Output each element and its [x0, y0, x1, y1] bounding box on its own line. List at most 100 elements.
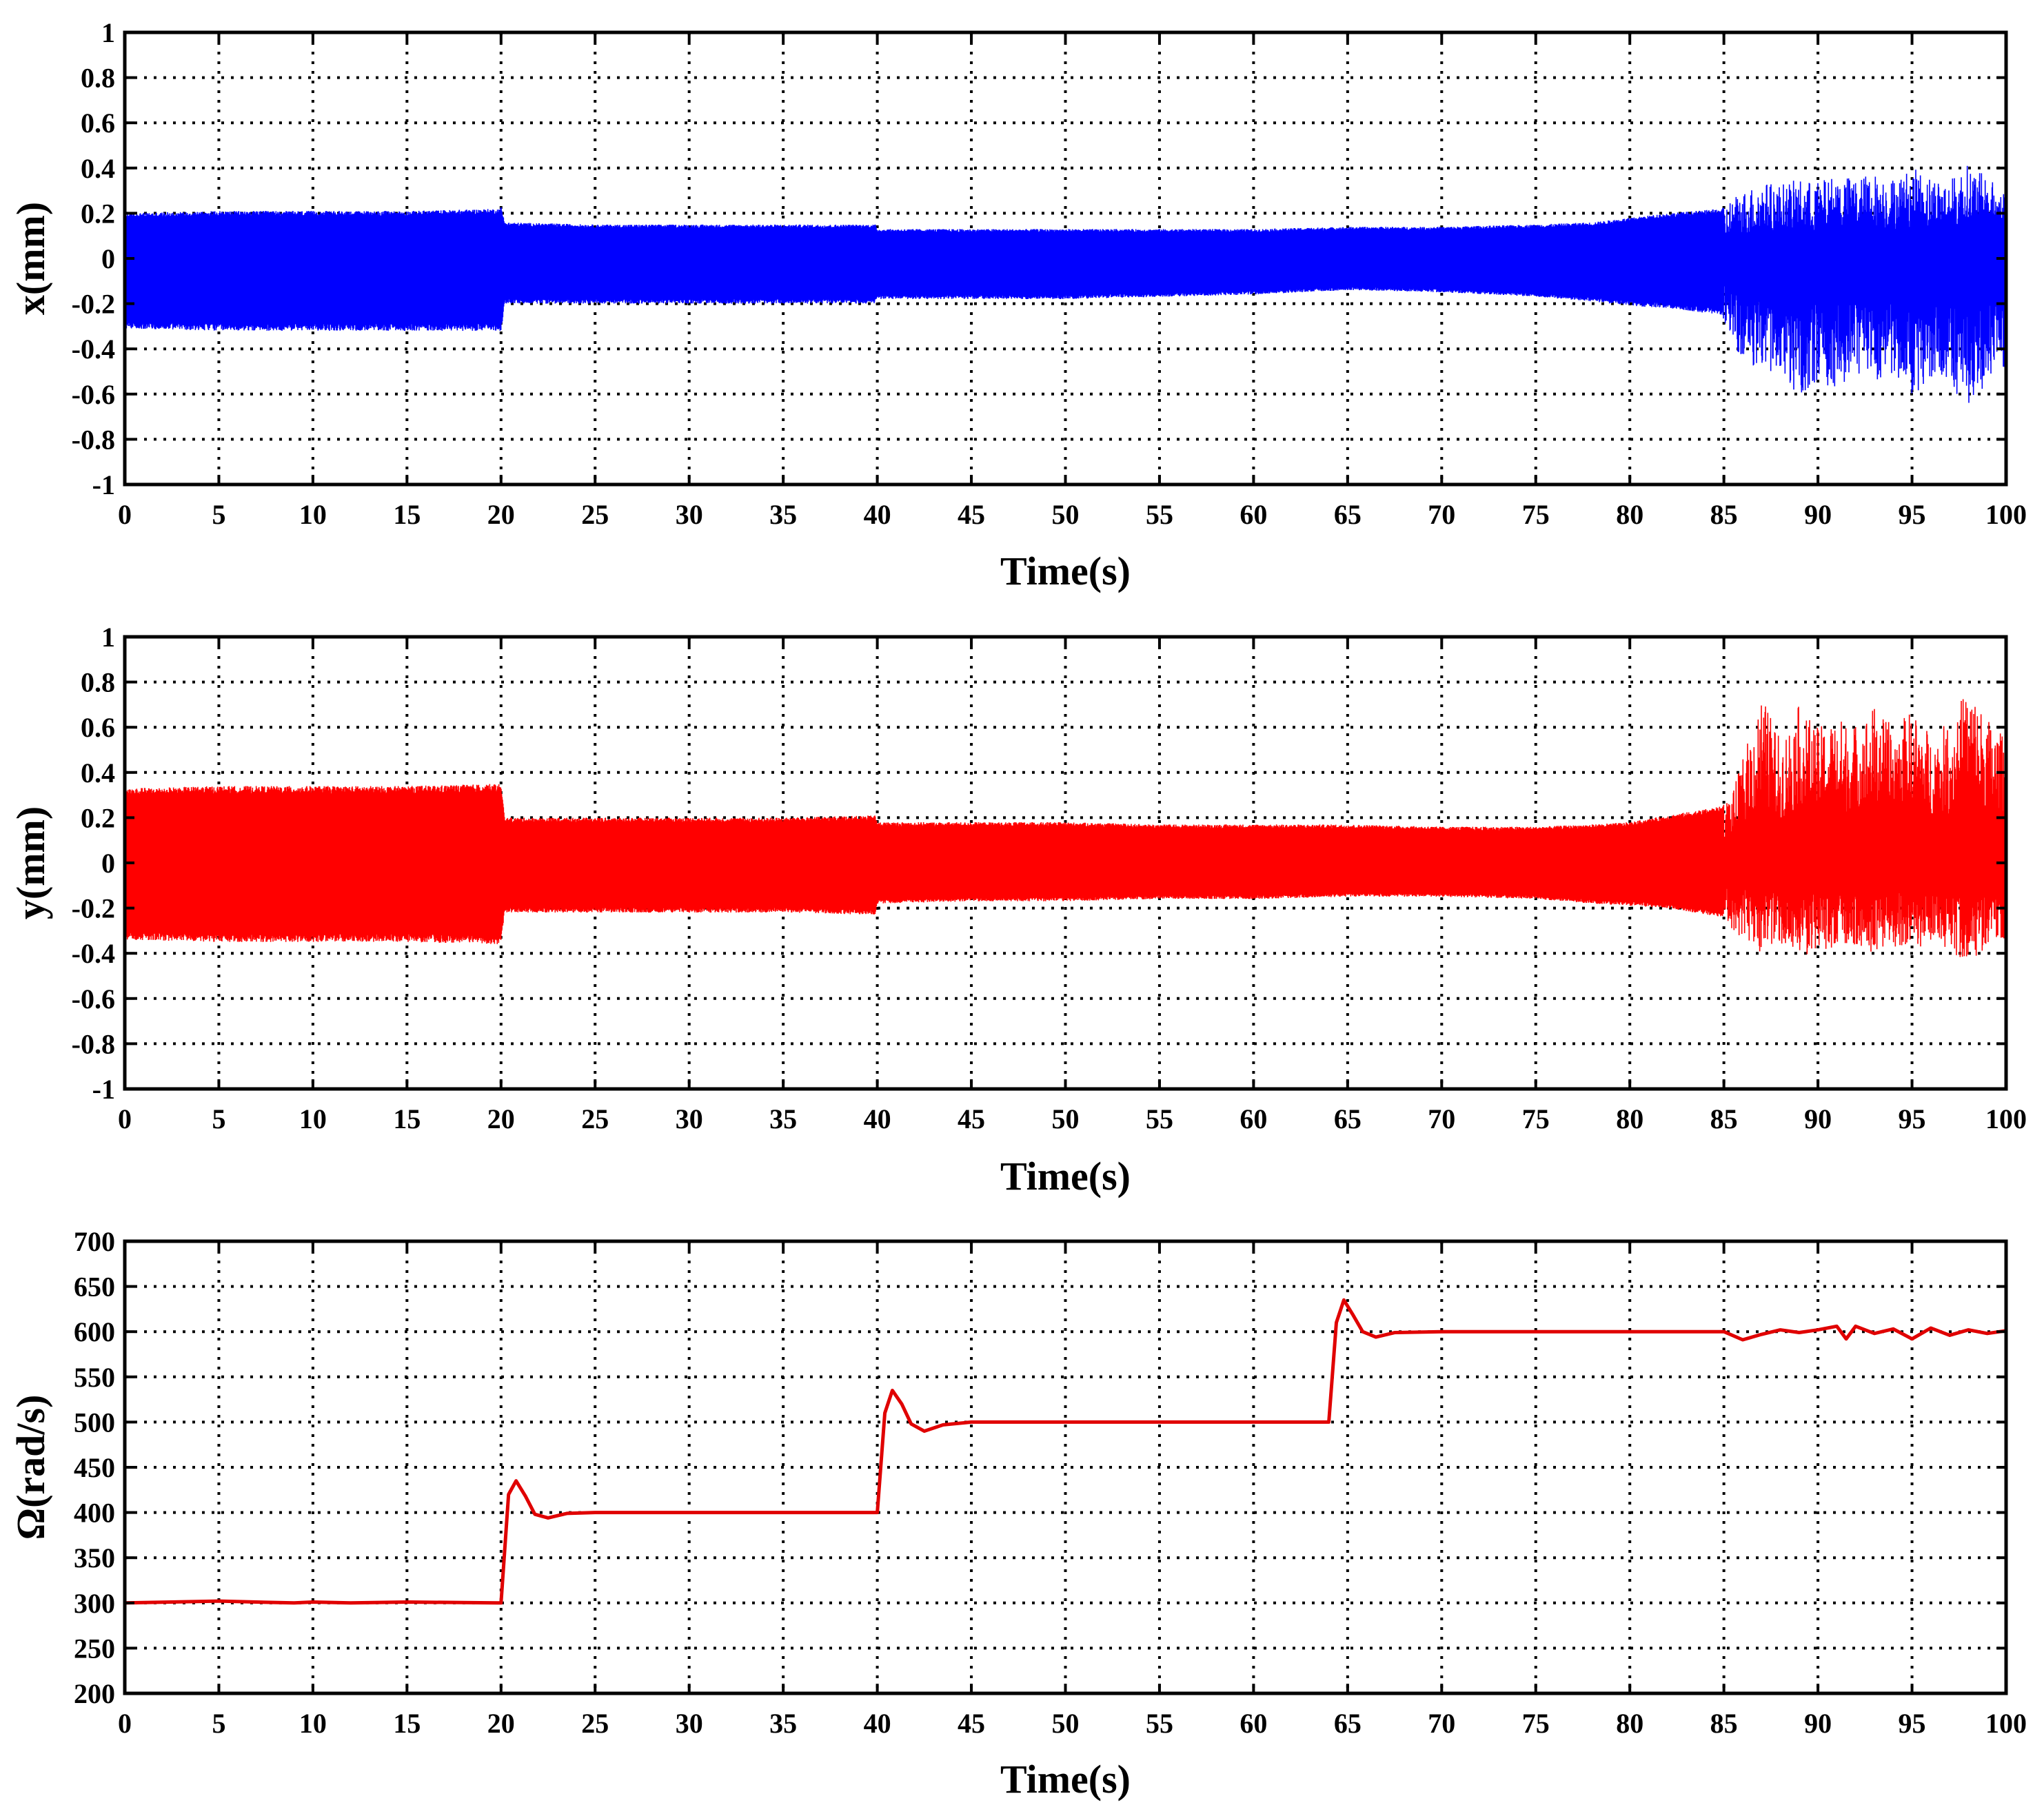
x-tick-label: 40 [864, 499, 891, 530]
y-tick-label: 1 [101, 17, 115, 48]
x-tick-label: 85 [1710, 499, 1738, 530]
chart-panel-1: 0 5 10 15 20 25 30 35 40 45 50 55 60 65 70 75 80 85 90 95 10… [8, 17, 2027, 593]
y-tick-label: 0 [101, 848, 115, 879]
x-tick-label: 55 [1146, 1708, 1173, 1739]
x-tick-label: 50 [1052, 1103, 1080, 1134]
x-axis-title: Time(s) [1000, 1757, 1131, 1802]
x-tick-label: 25 [581, 1708, 609, 1739]
x-tick-label: 15 [393, 499, 421, 530]
x-tick-label: 55 [1146, 1103, 1173, 1134]
x-tick-label: 0 [118, 1103, 132, 1134]
y-tick-label: 0 [101, 243, 115, 274]
x-tick-label: 60 [1239, 1708, 1267, 1739]
x-tick-label: 15 [393, 1103, 421, 1134]
x-tick-label: 5 [212, 1103, 225, 1134]
chart-panel-2: 0 5 10 15 20 25 30 35 40 45 50 55 60 65 70 75 80 85 90 95 10… [8, 622, 2027, 1199]
x-tick-label: 45 [958, 499, 985, 530]
x-tick-label: 30 [676, 1103, 703, 1134]
x-tick-label: 20 [487, 1708, 515, 1739]
series-group [125, 165, 2006, 403]
y-tick-label: 200 [74, 1678, 115, 1709]
x-tick-label: 55 [1146, 499, 1173, 530]
x-tick-label: 100 [1985, 1708, 2027, 1739]
x-tick-label: 100 [1985, 499, 2027, 530]
x-tick-label: 75 [1522, 499, 1550, 530]
y-tick-label: 500 [74, 1407, 115, 1438]
x-tick-label: 10 [299, 499, 327, 530]
y-tick-label: -0.4 [72, 334, 115, 365]
x-tick-label: 65 [1334, 499, 1362, 530]
y-tick-label: 350 [74, 1542, 115, 1573]
y-tick-label: 0.8 [81, 667, 115, 698]
x-tick-label: 40 [864, 1103, 891, 1134]
y-axis-title: y(mm) [8, 806, 53, 919]
x-tick-label: 80 [1616, 1708, 1643, 1739]
y-tick-label: 0.4 [81, 153, 115, 184]
series-1-line [125, 165, 2006, 403]
x-tick-label: 40 [864, 1708, 891, 1739]
x-tick-label: 75 [1522, 1103, 1550, 1134]
series-1-line [125, 699, 2006, 957]
x-tick-label: 0 [118, 499, 132, 530]
x-tick-label: 60 [1239, 1103, 1267, 1134]
x-tick-label: 70 [1428, 1103, 1455, 1134]
y-tick-label: 250 [74, 1633, 115, 1664]
x-tick-label: 80 [1616, 499, 1643, 530]
x-tick-label: 10 [299, 1708, 327, 1739]
y-tick-label: 550 [74, 1362, 115, 1393]
x-tick-label: 25 [581, 499, 609, 530]
y-tick-label: -0.8 [72, 424, 115, 455]
chart-panel-3: 0 5 10 15 20 25 30 35 40 45 50 55 60 65 70 75 80 85 90 95 10… [8, 1226, 2027, 1802]
x-tick-label: 25 [581, 1103, 609, 1134]
x-tick-label: 5 [212, 1708, 225, 1739]
x-tick-label: 90 [1804, 1708, 1832, 1739]
x-tick-label: 5 [212, 499, 225, 530]
x-tick-label: 85 [1710, 1708, 1738, 1739]
y-tick-label: 0.6 [81, 712, 115, 743]
x-tick-label: 80 [1616, 1103, 1643, 1134]
x-tick-label: 15 [393, 1708, 421, 1739]
x-tick-label: 95 [1899, 1708, 1926, 1739]
x-tick-label: 50 [1052, 1708, 1080, 1739]
y-tick-label: 400 [74, 1498, 115, 1529]
x-tick-label: 65 [1334, 1103, 1362, 1134]
x-tick-label: 95 [1899, 499, 1926, 530]
x-tick-label: 85 [1710, 1103, 1738, 1134]
y-tick-label: -0.4 [72, 938, 115, 969]
y-tick-label: 0.2 [81, 198, 115, 229]
x-tick-label: 45 [958, 1708, 985, 1739]
x-tick-label: 70 [1428, 1708, 1455, 1739]
y-tick-label: 700 [74, 1226, 115, 1257]
series-group [125, 699, 2006, 957]
y-tick-label: -0.2 [72, 289, 115, 320]
y-tick-label: -0.6 [72, 983, 115, 1014]
x-tick-label: 35 [769, 1103, 797, 1134]
x-tick-label: 35 [769, 499, 797, 530]
y-tick-label: 450 [74, 1452, 115, 1483]
x-tick-label: 95 [1899, 1103, 1926, 1134]
y-tick-label: 0.4 [81, 757, 115, 788]
y-tick-label: 1 [101, 622, 115, 653]
y-tick-label: -1 [92, 1074, 115, 1105]
x-tick-label: 20 [487, 1103, 515, 1134]
x-tick-label: 30 [676, 499, 703, 530]
series-group [125, 1298, 2006, 1605]
x-tick-label: 20 [487, 499, 515, 530]
x-tick-label: 90 [1804, 499, 1832, 530]
y-axis-title: x(mm) [8, 202, 53, 315]
y-tick-label: -0.6 [72, 379, 115, 410]
y-tick-label: -0.2 [72, 893, 115, 924]
x-tick-label: 0 [118, 1708, 132, 1739]
y-tick-label: 0.8 [81, 63, 115, 94]
y-tick-label: 0.6 [81, 108, 115, 139]
x-tick-label: 35 [769, 1708, 797, 1739]
x-tick-label: 50 [1052, 499, 1080, 530]
x-tick-label: 10 [299, 1103, 327, 1134]
x-tick-label: 90 [1804, 1103, 1832, 1134]
y-tick-label: 300 [74, 1588, 115, 1619]
x-tick-label: 75 [1522, 1708, 1550, 1739]
x-axis-title: Time(s) [1000, 1154, 1131, 1199]
y-tick-label: 600 [74, 1316, 115, 1347]
y-tick-label: 650 [74, 1272, 115, 1303]
